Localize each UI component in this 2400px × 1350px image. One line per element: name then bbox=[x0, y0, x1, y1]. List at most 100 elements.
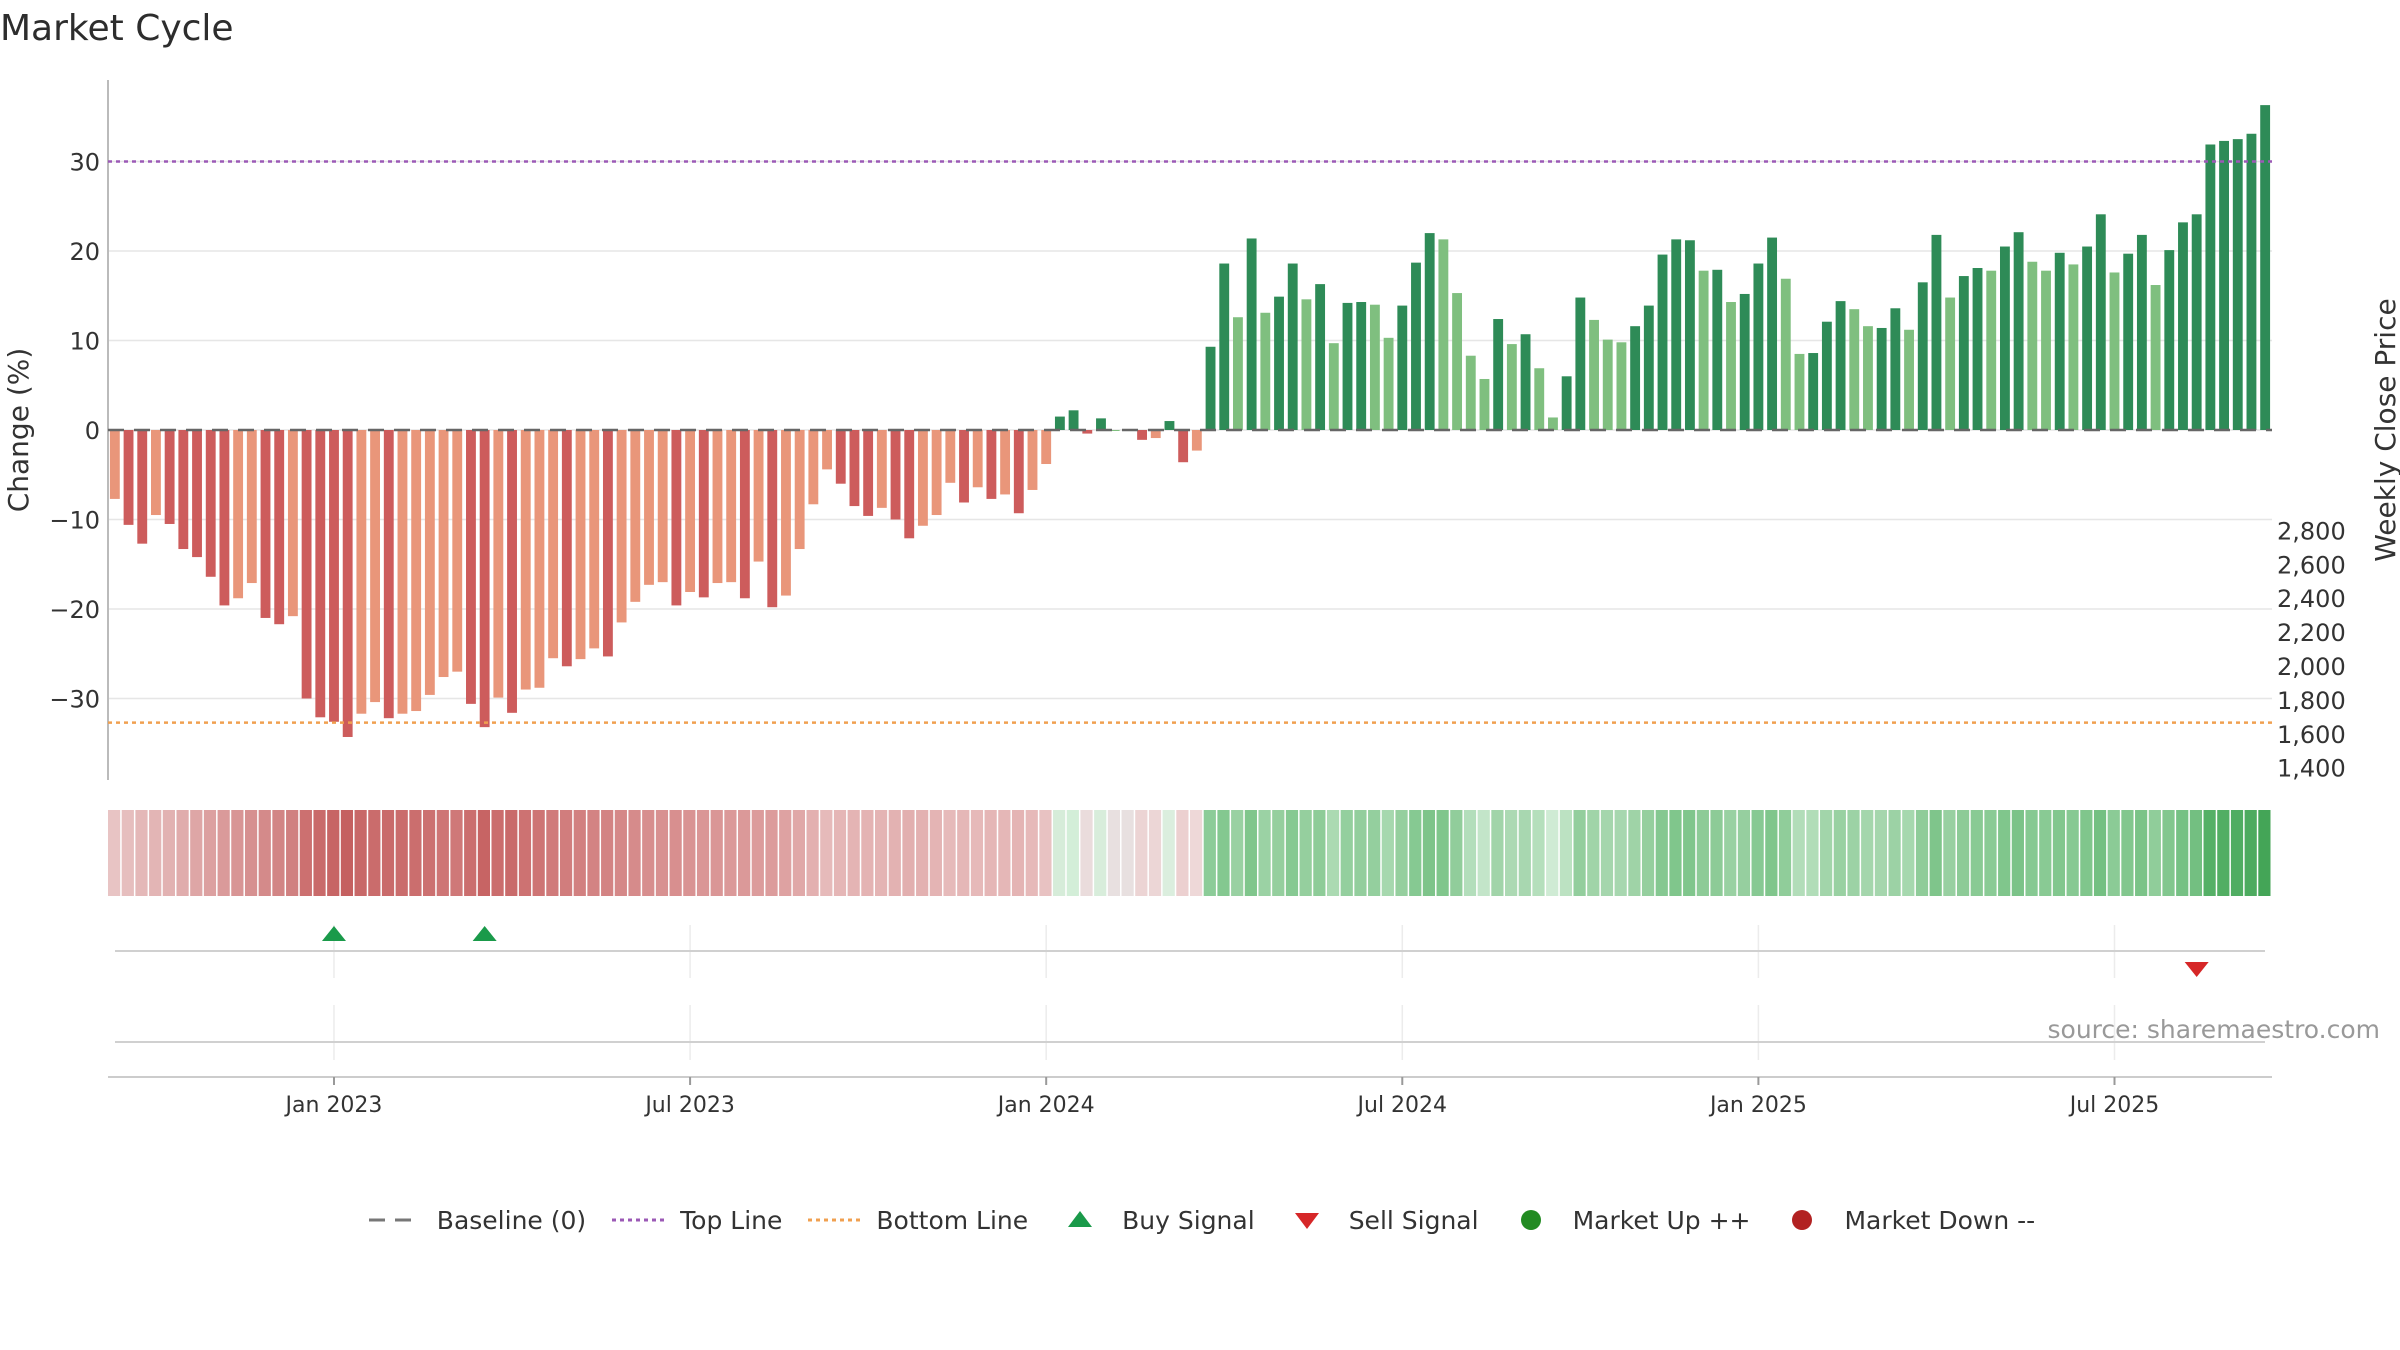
right-tick-label: 2,200 bbox=[2277, 619, 2346, 647]
heat-strip-cell bbox=[1107, 810, 1121, 896]
heat-strip-cell bbox=[806, 810, 819, 896]
heat-strip-cell bbox=[1737, 810, 1751, 896]
change-bar bbox=[739, 430, 750, 599]
change-bar bbox=[1493, 319, 1504, 430]
heat-strip-cell bbox=[2025, 810, 2038, 896]
heat-strip-cell bbox=[1313, 810, 1326, 896]
heat-strip-cell bbox=[162, 810, 175, 896]
heat-strip-cell bbox=[1984, 810, 1997, 896]
heat-strip-cell bbox=[354, 810, 367, 896]
heat-strip-cell bbox=[1450, 810, 1463, 896]
change-bar bbox=[1767, 237, 1778, 430]
change-bar bbox=[1465, 355, 1476, 430]
heat-strip-cell bbox=[436, 810, 449, 896]
change-bar bbox=[822, 430, 832, 470]
change-bar bbox=[2136, 234, 2147, 430]
change-bar bbox=[890, 430, 901, 520]
change-bar bbox=[1137, 430, 1147, 440]
x-tick-label: Jan 2025 bbox=[1708, 1093, 1807, 1118]
heat-strip-cell bbox=[1299, 810, 1312, 896]
change-bar bbox=[233, 430, 244, 599]
change-bar bbox=[863, 430, 874, 516]
change-bar bbox=[1712, 269, 1723, 430]
change-bar bbox=[1835, 301, 1846, 430]
change-bar bbox=[986, 430, 997, 499]
change-bar bbox=[1274, 296, 1284, 430]
heat-strip-cell bbox=[1573, 810, 1586, 896]
heat-strip-cell bbox=[190, 810, 203, 896]
change-bar bbox=[1739, 293, 1750, 430]
legend-item-buy-signal[interactable]: Buy Signal bbox=[1050, 1205, 1255, 1235]
heat-strip-cell bbox=[614, 810, 627, 896]
x-tick-label: Jan 2023 bbox=[284, 1093, 383, 1118]
heat-strip-cell bbox=[1477, 810, 1490, 896]
heat-strip-cell bbox=[1710, 810, 1723, 896]
legend-item-market-down[interactable]: Market Down -- bbox=[1772, 1205, 2035, 1235]
change-bar bbox=[397, 430, 408, 714]
heat-strip-cell bbox=[1929, 810, 1942, 896]
heat-strip-cell bbox=[299, 810, 312, 896]
heat-strip-cell bbox=[1244, 810, 1257, 896]
legend-item-top-line[interactable]: Top Line bbox=[608, 1205, 782, 1235]
heat-strip-cell bbox=[203, 810, 217, 896]
legend-label-top-line: Top Line bbox=[680, 1205, 783, 1235]
heat-strip-cell bbox=[477, 810, 490, 896]
heat-strip-cell bbox=[1792, 810, 1805, 896]
heat-strip-cell bbox=[1806, 810, 1819, 896]
change-bar bbox=[219, 430, 230, 606]
legend-item-bottom-line[interactable]: Bottom Line bbox=[804, 1205, 1028, 1235]
change-bar bbox=[1602, 339, 1613, 430]
heat-strip-cell bbox=[902, 810, 915, 896]
heat-strip-cell bbox=[1765, 810, 1778, 896]
heat-strip-cell bbox=[765, 810, 778, 896]
legend-item-baseline[interactable]: Baseline (0) bbox=[365, 1205, 586, 1235]
heat-strip-cell bbox=[1751, 810, 1764, 896]
change-bar bbox=[2027, 261, 2038, 430]
legend-label-baseline: Baseline (0) bbox=[436, 1205, 587, 1235]
legend-item-market-up[interactable]: Market Up ++ bbox=[1501, 1205, 1750, 1235]
change-bar bbox=[657, 430, 668, 583]
change-bar bbox=[753, 430, 764, 562]
heat-strip-cell bbox=[1641, 810, 1655, 896]
legend-symbol-red-dot-icon bbox=[1772, 1205, 1832, 1235]
heat-strip-cell bbox=[1368, 810, 1381, 896]
change-bar bbox=[602, 430, 613, 657]
heat-strip-cell bbox=[1600, 810, 1614, 896]
change-bar bbox=[1452, 293, 1463, 430]
change-bar bbox=[1164, 421, 1175, 430]
legend-symbol-dotted-orange-line-icon bbox=[804, 1205, 864, 1235]
left-tick-label: −20 bbox=[49, 596, 100, 624]
change-bar bbox=[370, 430, 381, 703]
heat-strip-cell bbox=[655, 810, 669, 896]
change-bar bbox=[1054, 416, 1065, 430]
change-bar bbox=[1643, 305, 1654, 430]
change-bar bbox=[424, 430, 435, 695]
change-bar bbox=[1945, 297, 1956, 430]
heat-strip-cell bbox=[231, 810, 244, 896]
change-bar bbox=[808, 430, 819, 505]
change-bar bbox=[1534, 368, 1545, 430]
legend-item-sell-signal[interactable]: Sell Signal bbox=[1277, 1205, 1479, 1235]
change-bar bbox=[575, 430, 586, 660]
heat-strip-cell bbox=[642, 810, 655, 896]
change-bar bbox=[1986, 270, 1997, 430]
heat-strip-cell bbox=[998, 810, 1011, 896]
left-tick-label: 10 bbox=[69, 328, 100, 356]
heat-strip-cell bbox=[2052, 810, 2066, 896]
left-tick-label: −10 bbox=[49, 507, 100, 535]
change-bar bbox=[452, 430, 463, 672]
change-bar bbox=[931, 430, 942, 516]
heat-strip-cell bbox=[792, 810, 806, 896]
heat-strip-cell bbox=[1956, 810, 1970, 896]
change-bar bbox=[192, 430, 202, 558]
heat-strip-cell bbox=[916, 810, 929, 896]
heat-strip-cell bbox=[1614, 810, 1627, 896]
sell-signal-marker bbox=[2184, 962, 2209, 977]
change-bar bbox=[2095, 214, 2106, 430]
heat-strip-cell bbox=[874, 810, 888, 896]
heat-strip-cell bbox=[943, 810, 956, 896]
change-bar bbox=[726, 430, 737, 583]
heat-strip-cell bbox=[724, 810, 737, 896]
change-bar bbox=[520, 430, 531, 690]
